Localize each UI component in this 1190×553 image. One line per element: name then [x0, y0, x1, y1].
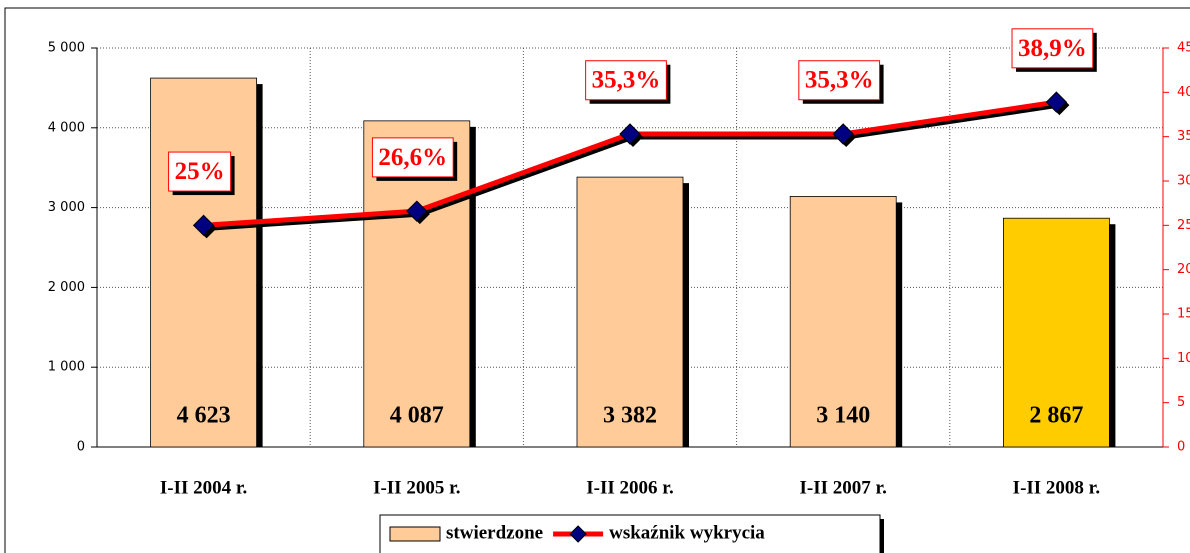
marker	[832, 123, 854, 145]
bar-value-label: 4 623	[177, 403, 231, 429]
y2-tick-label: 5	[1177, 395, 1185, 410]
line-value-label: 35,3%	[805, 67, 874, 94]
x-tick-label: I-II 2008 r.	[1013, 477, 1100, 498]
marker	[619, 123, 641, 145]
y-tick-label: 5 000	[48, 41, 85, 56]
legend-label: wskaźnik wykrycia	[609, 522, 765, 543]
label-box	[371, 137, 454, 178]
y-tick-label: 0	[77, 440, 85, 455]
bar	[576, 176, 684, 448]
bar	[789, 196, 897, 448]
legend-label: stwierdzone	[446, 522, 543, 543]
legend-swatch	[389, 526, 441, 542]
label-box	[168, 151, 232, 192]
label-box	[585, 60, 667, 101]
y2-tick-label: 15	[1177, 307, 1190, 322]
y2-tick-label: 35	[1177, 129, 1190, 144]
label-box	[798, 60, 881, 101]
marker	[406, 200, 428, 222]
y2-tick-label: 40	[1177, 85, 1190, 100]
marker	[1045, 91, 1068, 113]
legend-box	[379, 514, 881, 553]
bar-value-label: 3 140	[816, 403, 870, 429]
x-tick-label: I-II 2004 r.	[160, 477, 247, 498]
bar-value-label: 3 382	[603, 403, 657, 429]
line-value-label: 25%	[175, 158, 225, 185]
line-value-label: 26,6%	[378, 144, 447, 171]
x-tick-label: I-II 2005 r.	[373, 477, 460, 498]
y2-tick-label: 30	[1177, 174, 1190, 189]
bar-value-label: 4 087	[390, 403, 444, 429]
y-tick-label: 4 000	[48, 120, 85, 135]
marker	[192, 214, 215, 237]
legend-marker	[569, 525, 587, 543]
y2-tick-label: 20	[1177, 262, 1190, 277]
x-tick-label: I-II 2006 r.	[586, 477, 673, 498]
bar	[150, 77, 258, 448]
y2-tick-label: 0	[1177, 440, 1185, 455]
line-value-label: 35,3%	[592, 67, 661, 94]
y2-tick-label: 10	[1177, 351, 1190, 366]
label-box	[1011, 28, 1094, 69]
bar	[1003, 217, 1110, 448]
x-tick-label: I-II 2007 r.	[799, 477, 886, 498]
y2-tick-label: 25	[1177, 218, 1190, 233]
y-tick-label: 1 000	[48, 360, 85, 375]
line-value-label: 38,9%	[1018, 35, 1087, 62]
y2-tick-label: 45	[1177, 41, 1190, 56]
y-tick-label: 2 000	[48, 280, 85, 295]
bar-value-label: 2 867	[1029, 403, 1083, 429]
y-tick-label: 3 000	[48, 200, 85, 215]
